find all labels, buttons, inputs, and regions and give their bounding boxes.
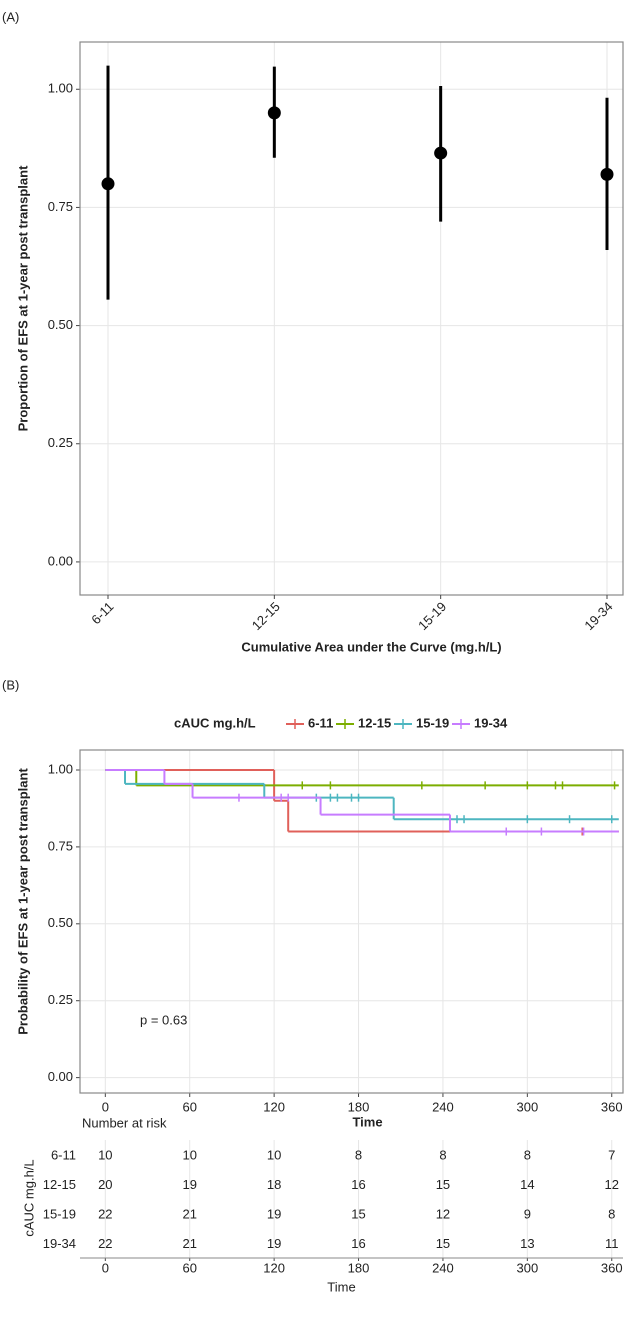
risk-count: 8 — [524, 1147, 531, 1162]
risk-count: 15 — [351, 1206, 365, 1221]
y-axis-title: cAUC mg.h/L — [21, 1159, 36, 1236]
risk-count: 10 — [267, 1147, 281, 1162]
risk-count: 18 — [267, 1177, 281, 1192]
risk-count: 20 — [98, 1177, 112, 1192]
point — [101, 177, 115, 191]
table-title: Number at risk — [82, 1115, 167, 1130]
x-axis-title: Time — [352, 1114, 382, 1129]
risk-count: 8 — [439, 1147, 446, 1162]
legend-label: 12-15 — [358, 715, 391, 730]
risk-count: 14 — [520, 1177, 534, 1192]
x-tick-label: 60 — [182, 1099, 196, 1114]
y-tick-label: 0.75 — [48, 199, 73, 214]
legend-label: 19-34 — [474, 715, 508, 730]
risk-count: 19 — [182, 1177, 196, 1192]
x-tick-label: 360 — [601, 1099, 623, 1114]
x-axis-title: Cumulative Area under the Curve (mg.h/L) — [241, 639, 501, 654]
risk-count: 7 — [608, 1147, 615, 1162]
y-tick-label: 0.75 — [48, 838, 73, 853]
x-tick-label: 240 — [432, 1099, 454, 1114]
risk-count: 8 — [608, 1206, 615, 1221]
legend-label: 15-19 — [416, 715, 449, 730]
legend-title: cAUC mg.h/L — [174, 715, 256, 730]
y-tick-label: 0.00 — [48, 1069, 73, 1084]
risk-count: 15 — [436, 1177, 450, 1192]
risk-count: 13 — [520, 1236, 534, 1251]
x-tick-label: 0 — [102, 1099, 109, 1114]
risk-count: 22 — [98, 1206, 112, 1221]
row-label: 15-19 — [43, 1206, 76, 1221]
annotation: p = 0.63 — [140, 1012, 187, 1027]
risk-count: 22 — [98, 1236, 112, 1251]
row-label: 6-11 — [51, 1147, 76, 1162]
risk-count: 19 — [267, 1236, 281, 1251]
risk-count: 12 — [436, 1206, 450, 1221]
risk-count: 10 — [98, 1147, 112, 1162]
y-tick-label: 0.00 — [48, 553, 73, 568]
risk-count: 11 — [605, 1236, 619, 1251]
panel-label: (B) — [2, 677, 19, 692]
y-axis-title: Proportion of EFS at 1-year post transpl… — [15, 165, 30, 431]
y-tick-label: 0.50 — [48, 915, 73, 930]
risk-count: 8 — [355, 1147, 362, 1162]
y-tick-label: 0.25 — [48, 435, 73, 450]
x-tick-label: 300 — [516, 1099, 538, 1114]
x-tick-label: 0 — [102, 1260, 109, 1275]
point — [600, 167, 614, 181]
plot-frame — [79, 749, 624, 1094]
y-tick-label: 1.00 — [48, 81, 73, 96]
x-axis-title: Time — [327, 1279, 355, 1294]
risk-count: 21 — [182, 1236, 196, 1251]
risk-count: 16 — [351, 1236, 365, 1251]
point — [267, 106, 281, 120]
x-tick-label: 360 — [601, 1260, 623, 1275]
x-tick-label: 180 — [348, 1099, 370, 1114]
y-tick-label: 0.50 — [48, 317, 73, 332]
plot-frame — [79, 41, 624, 596]
row-label: 12-15 — [43, 1177, 76, 1192]
y-tick-label: 1.00 — [48, 761, 73, 776]
x-tick-label: 300 — [516, 1260, 538, 1275]
risk-count: 15 — [436, 1236, 450, 1251]
x-tick-label: 120 — [263, 1099, 285, 1114]
risk-count: 10 — [182, 1147, 196, 1162]
risk-count: 9 — [524, 1206, 531, 1221]
y-tick-label: 0.25 — [48, 992, 73, 1007]
x-tick-label: 180 — [348, 1260, 370, 1275]
x-tick-label: 240 — [432, 1260, 454, 1275]
x-tick-label: 60 — [182, 1260, 196, 1275]
x-tick-label: 120 — [263, 1260, 285, 1275]
risk-count: 21 — [182, 1206, 196, 1221]
legend-label: 6-11 — [308, 715, 333, 730]
point — [434, 146, 448, 160]
risk-count: 19 — [267, 1206, 281, 1221]
panel-label: (A) — [2, 9, 19, 24]
y-axis-title: Probability of EFS at 1-year post transp… — [15, 768, 30, 1035]
risk-count: 16 — [351, 1177, 365, 1192]
row-label: 19-34 — [43, 1236, 76, 1251]
risk-count: 12 — [605, 1177, 619, 1192]
